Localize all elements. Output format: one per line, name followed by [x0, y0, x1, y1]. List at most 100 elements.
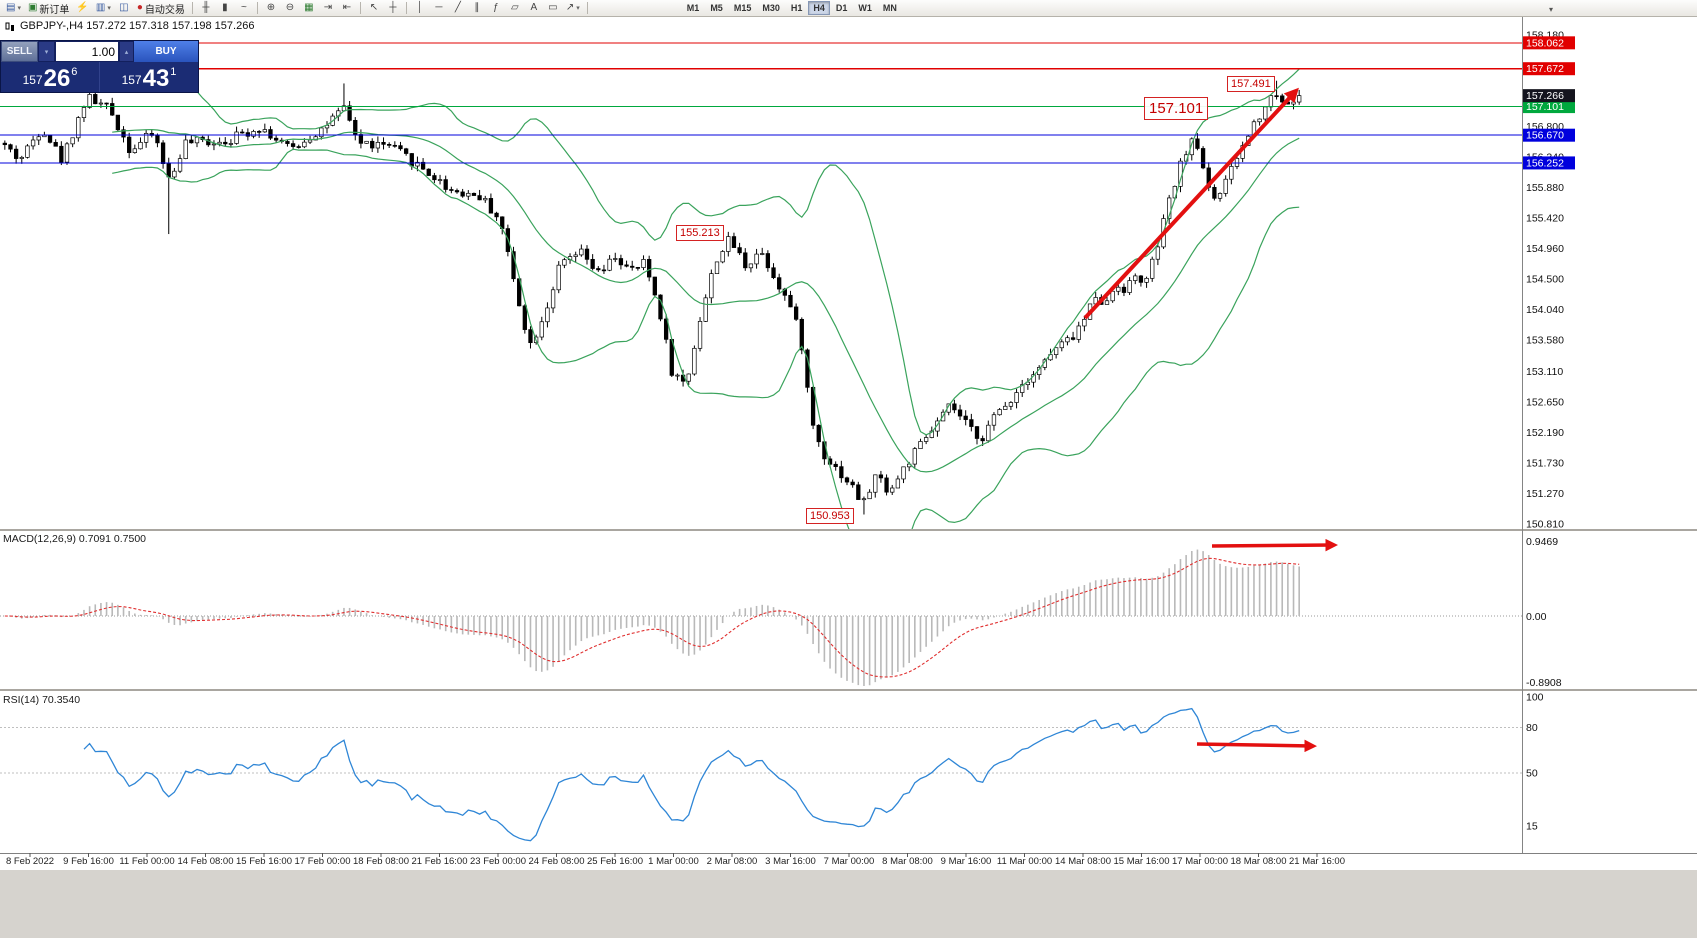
one-click-controls-row: SELL ▾ ▴ BUY [1, 41, 198, 62]
mql5-community-icon: ⚡ [76, 2, 89, 13]
bar-chart-button[interactable]: ╫ [197, 1, 215, 16]
auto-scroll-button[interactable]: ⇥ [319, 1, 337, 16]
buy-button[interactable]: BUY [134, 41, 198, 62]
zoom-in-button[interactable]: ⊕ [262, 1, 280, 16]
svg-text:80: 80 [1526, 722, 1538, 734]
svg-text:18 Mar 08:00: 18 Mar 08:00 [1231, 856, 1287, 867]
svg-text:18 Feb 08:00: 18 Feb 08:00 [353, 856, 409, 867]
volume-dropdown[interactable]: ▾ [38, 41, 55, 62]
bar-chart-icon: ╫ [202, 2, 210, 13]
rsi-indicator-label: RSI(14) 70.3540 [3, 694, 81, 706]
line-chart-button[interactable]: ~ [235, 1, 253, 16]
buy-price-base: 157 [121, 73, 142, 87]
svg-text:153.580: 153.580 [1526, 335, 1564, 347]
mql5-community-button[interactable]: ⚡ [73, 1, 91, 16]
timeframe-h4-button[interactable]: H4 [808, 1, 830, 15]
zoom-out-button[interactable]: ⊖ [281, 1, 299, 16]
zoom-in-icon: ⊕ [266, 2, 276, 13]
price-annotation[interactable]: 155.213 [676, 225, 724, 241]
svg-text:153.110: 153.110 [1526, 366, 1563, 378]
svg-text:8 Mar 08:00: 8 Mar 08:00 [882, 856, 933, 867]
svg-text:25 Feb 16:00: 25 Feb 16:00 [587, 856, 643, 867]
caret-down-icon: ▾ [576, 5, 580, 12]
price-annotation[interactable]: 157.101 [1144, 97, 1209, 120]
horizontal-line-button[interactable]: ─ [430, 1, 448, 16]
price-annotation[interactable]: 150.953 [806, 508, 854, 524]
timeframe-m1-button[interactable]: M1 [686, 3, 700, 13]
svg-text:-0.8908: -0.8908 [1526, 677, 1562, 689]
profiles-icon: ▥ [95, 2, 106, 13]
volume-stepper[interactable]: ▴ [119, 41, 134, 62]
fibonacci-button[interactable]: ƒ [487, 1, 505, 16]
sell-price-pips: 26 [43, 64, 71, 92]
timeframe-h1-button[interactable]: H1 [790, 3, 803, 13]
price-annotation[interactable]: 157.491 [1227, 76, 1275, 92]
text-button[interactable]: A [525, 1, 543, 16]
svg-text:17 Mar 00:00: 17 Mar 00:00 [1172, 856, 1228, 867]
new-order-button-label: 新订单 [39, 4, 70, 16]
chevron-up-icon: ▴ [124, 48, 129, 56]
timeframe-w1-button[interactable]: W1 [858, 3, 872, 13]
new-order-button[interactable]: ▣ 新订单 [25, 1, 72, 16]
timeframe-m5-button[interactable]: M5 [710, 3, 723, 13]
text-icon: A [530, 2, 538, 13]
svg-text:157.672: 157.672 [1526, 63, 1564, 75]
vertical-line-icon: │ [416, 2, 424, 13]
timeframe-toolbar: M1 M5 M15 M30 H1 H4 D1 W1 MN [682, 1, 902, 15]
one-click-trading-panel: SELL ▾ ▴ BUY 157 26 6 157 43 1 [0, 40, 199, 93]
profiles-button[interactable]: ▥ ▾ [93, 1, 114, 16]
svg-text:11 Mar 00:00: 11 Mar 00:00 [997, 856, 1052, 867]
svg-text:17 Feb 00:00: 17 Feb 00:00 [295, 856, 351, 867]
text-label-button[interactable]: ▭ [544, 1, 562, 16]
svg-text:100: 100 [1526, 692, 1544, 704]
svg-text:151.270: 151.270 [1526, 488, 1564, 500]
arrows-button[interactable]: ↗ ▾ [563, 1, 583, 16]
vertical-line-button[interactable]: │ [411, 1, 429, 16]
svg-text:24 Feb 08:00: 24 Feb 08:00 [529, 856, 585, 867]
text-label-icon: ▭ [548, 2, 558, 13]
buy-price[interactable]: 157 43 1 [100, 62, 198, 92]
svg-text:151.730: 151.730 [1526, 457, 1564, 469]
svg-text:15: 15 [1526, 821, 1538, 833]
equidistant-channel-button[interactable]: ∥ [468, 1, 486, 16]
autotrading-icon: ● [136, 2, 143, 13]
svg-text:9 Mar 16:00: 9 Mar 16:00 [941, 856, 992, 867]
chart-shift-button[interactable]: ⇤ [338, 1, 356, 16]
shapes-button[interactable]: ▱ [506, 1, 524, 16]
svg-text:155.420: 155.420 [1526, 213, 1564, 225]
svg-text:14 Mar 08:00: 14 Mar 08:00 [1055, 856, 1111, 867]
crosshair-icon: ┼ [389, 2, 397, 13]
svg-text:158.062: 158.062 [1526, 37, 1564, 49]
svg-text:150.810: 150.810 [1526, 519, 1564, 531]
candlestick-chart-icon: ▮ [222, 2, 228, 13]
sell-button[interactable]: SELL [1, 41, 38, 62]
horizontal-line-icon: ─ [435, 2, 443, 13]
timeframe-mn-button[interactable]: MN [882, 3, 897, 13]
svg-text:156.670: 156.670 [1526, 130, 1564, 142]
volume-input[interactable] [55, 41, 119, 62]
macd-indicator-label: MACD(12,26,9) 0.7091 0.7500 [3, 533, 147, 545]
svg-text:154.500: 154.500 [1526, 274, 1564, 286]
data-window-button[interactable]: ◫ [115, 1, 133, 16]
timeframe-m15-button[interactable]: M15 [733, 3, 752, 13]
crosshair-button[interactable]: ┼ [384, 1, 402, 16]
svg-text:15 Feb 16:00: 15 Feb 16:00 [236, 856, 292, 867]
svg-text:155.880: 155.880 [1526, 182, 1564, 194]
tile-windows-button[interactable]: ▦ [300, 1, 318, 16]
trendline-button[interactable]: ╱ [449, 1, 467, 16]
timeframe-m30-button[interactable]: M30 [762, 3, 780, 13]
sell-price[interactable]: 157 26 6 [1, 62, 100, 92]
timeframe-d1-button[interactable]: D1 [835, 3, 848, 13]
cursor-icon: ↖ [369, 2, 379, 13]
caret-down-icon: ▾ [107, 5, 111, 12]
cursor-button[interactable]: ↖ [365, 1, 383, 16]
svg-text:9 Feb 16:00: 9 Feb 16:00 [63, 856, 114, 867]
svg-text:154.960: 154.960 [1526, 243, 1564, 255]
autotrading-button[interactable]: ● 自动交易 [134, 1, 188, 16]
candlestick-chart-button[interactable]: ▮ [216, 1, 234, 16]
svg-text:154.040: 154.040 [1526, 304, 1564, 316]
toolbar-overflow-button[interactable]: ▾ [1548, 5, 1553, 14]
svg-text:14 Feb 08:00: 14 Feb 08:00 [178, 856, 234, 867]
new-chart-button[interactable]: ▤ ▾ [3, 1, 24, 16]
